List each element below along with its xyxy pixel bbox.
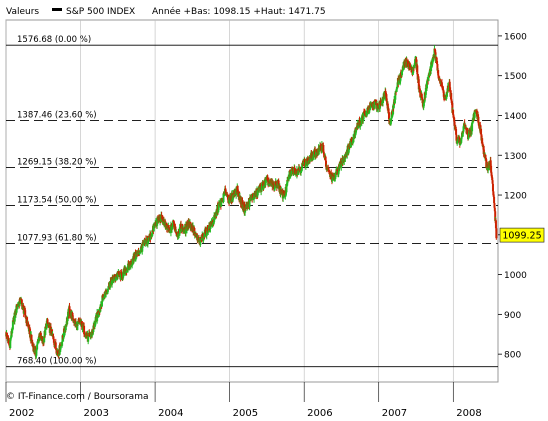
price-candle [443, 98, 446, 100]
price-candle [150, 235, 153, 238]
y-tick-label: 1000 [504, 271, 527, 281]
y-tick-label: 1200 [504, 192, 527, 202]
series-legend-swatch [52, 8, 62, 11]
price-candle [416, 63, 419, 75]
x-tick-label: 2005 [233, 408, 258, 419]
price-candle [68, 306, 71, 319]
fibonacci-label: 1387.46 (23.60 %) [17, 110, 97, 120]
price-candle [320, 150, 323, 154]
fibonacci-label: 1576.68 (0.00 %) [17, 35, 91, 45]
series-name: S&P 500 INDEX [66, 7, 135, 17]
header-label: Valeurs [6, 7, 39, 17]
price-candle [52, 337, 55, 343]
x-tick-label: 2003 [84, 408, 109, 419]
price-candles [5, 45, 498, 360]
price-candle [54, 338, 57, 350]
fibonacci-label: 1173.54 (50.00 %) [17, 196, 97, 206]
x-tick-label: 2006 [307, 408, 332, 419]
price-candle [134, 258, 137, 262]
x-tick-label: 2008 [456, 408, 481, 419]
y-tick-label: 1400 [504, 112, 527, 122]
price-candle [346, 148, 349, 159]
price-candle [318, 146, 321, 152]
x-tick-label: 2004 [158, 408, 183, 419]
price-box: 1099.25 [499, 227, 545, 243]
price-candle [352, 135, 355, 143]
header: Valeurs S&P 500 INDEX Année +Bas: 1098.1… [6, 6, 326, 17]
price-candle [284, 195, 287, 200]
fibonacci-label: 768.40 (100.00 %) [17, 357, 97, 367]
y-axis: 8009001000110012001300140015001600 [498, 32, 527, 361]
current-price-label: 1099.25 [502, 231, 541, 242]
footer-credit: © IT-Finance.com / Boursorama [6, 392, 148, 402]
price-candle [300, 170, 303, 173]
price-candle [186, 219, 189, 231]
y-tick-label: 1500 [504, 72, 527, 82]
x-tick-label: 2002 [9, 408, 34, 419]
price-candle [373, 103, 376, 109]
y-tick-label: 1300 [504, 152, 527, 162]
fibonacci-label: 1077.93 (61.80 %) [17, 234, 97, 244]
price-candle [493, 206, 496, 212]
y-tick-label: 900 [504, 311, 521, 321]
price-candle [44, 326, 47, 337]
header-stats: Année +Bas: 1098.15 +Haut: 1471.75 [152, 6, 326, 17]
price-candle [324, 158, 327, 169]
price-box-bg [499, 227, 545, 243]
price-candle [495, 225, 498, 240]
y-tick-label: 1600 [504, 32, 527, 42]
fibonacci-levels: 1576.68 (0.00 %) 1387.46 (23.60 %) 1269.15… [6, 35, 498, 368]
x-axis: 2002 2003 2004 2005 2006 2007 2008 [5, 382, 482, 419]
fibonacci-label: 1269.15 (38.20 %) [17, 158, 97, 168]
y-tick-label: 800 [504, 351, 521, 361]
x-tick-label: 2007 [382, 408, 407, 419]
price-candle [473, 110, 476, 121]
